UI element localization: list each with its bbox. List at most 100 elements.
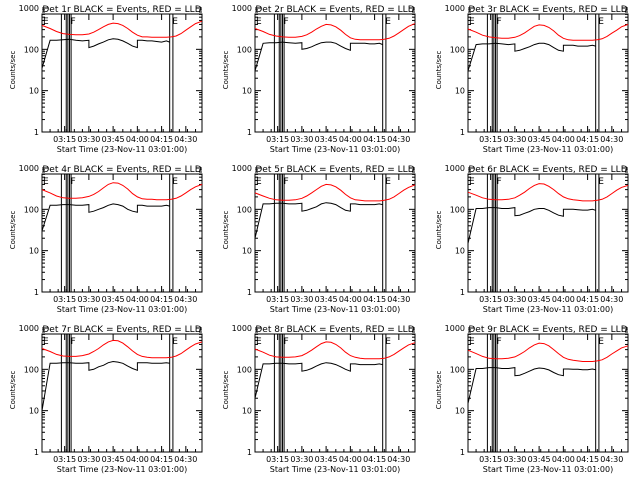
y-tick-label: 10 — [242, 87, 252, 96]
x-tick-label: 03:45 — [315, 455, 338, 464]
x-tick-label: 03:15 — [53, 295, 76, 304]
detector-panel: Det 9r BLACK = Events, RED = LLD 1 10 100 10… — [435, 324, 629, 474]
x-tick-label: 03:15 — [53, 455, 76, 464]
y-axis-label: Counts/sec — [435, 371, 443, 410]
plot-frame — [41, 333, 203, 453]
x-tick-label: 04:15 — [576, 135, 599, 144]
events-series-line — [254, 202, 383, 239]
y-tick-label: 1000 — [445, 4, 465, 13]
y-tick-label: 100 — [237, 205, 252, 214]
x-tick-label: 04:30 — [387, 455, 410, 464]
y-axis-label: Counts/sec — [435, 211, 443, 250]
events-series-line — [41, 203, 170, 232]
x-axis-label: Start Time (23-Nov-11 03:01:00) — [57, 305, 187, 314]
x-tick-label: 04:00 — [552, 295, 575, 304]
x-tick-label: 04:15 — [363, 455, 386, 464]
panel-title: Det 1r BLACK = Events, RED = LLD — [42, 5, 201, 15]
x-tick-label: 04:30 — [600, 455, 623, 464]
plot-frame — [41, 13, 203, 133]
x-axis-label: Start Time (23-Nov-11 03:01:00) — [483, 145, 613, 154]
lld-series-line — [41, 182, 203, 201]
y-tick-label: 100 — [237, 365, 252, 374]
segment-marker: F — [283, 17, 288, 27]
x-tick-label: 04:00 — [552, 135, 575, 144]
y-tick-label: 10 — [455, 407, 465, 416]
segment-marker: E — [469, 177, 475, 187]
y-tick-label: 100 — [24, 45, 39, 54]
y-axis-label: Counts/sec — [222, 51, 230, 90]
segment-marker: E — [598, 177, 604, 187]
y-tick-label: 1 — [34, 448, 39, 457]
plot-frame — [467, 173, 629, 293]
segment-marker: F — [496, 17, 501, 27]
x-tick-label: 04:30 — [174, 455, 197, 464]
x-tick-label: 03:30 — [290, 295, 313, 304]
y-tick-label: 1 — [460, 288, 465, 297]
x-tick-label: 03:15 — [479, 135, 502, 144]
y-tick-label: 1 — [247, 288, 252, 297]
x-axis-label: Start Time (23-Nov-11 03:01:00) — [270, 145, 400, 154]
x-tick-label: 03:30 — [503, 135, 526, 144]
y-tick-label: 10 — [242, 247, 252, 256]
x-tick-label: 04:00 — [339, 135, 362, 144]
x-tick-label: 03:15 — [266, 295, 289, 304]
panel-title: Det 7r BLACK = Events, RED = LLD — [42, 325, 201, 335]
x-tick-label: 03:45 — [315, 135, 338, 144]
segment-marker: E — [385, 177, 391, 187]
x-tick-label: 03:45 — [315, 295, 338, 304]
panel-title: Det 9r BLACK = Events, RED = LLD — [468, 325, 627, 335]
x-tick-label: 03:45 — [102, 295, 125, 304]
y-tick-label: 10 — [29, 407, 39, 416]
segment-marker: E — [385, 17, 391, 27]
detector-panel: Det 7r BLACK = Events, RED = LLD 1 10 100 10… — [9, 324, 203, 474]
x-tick-label: 03:30 — [77, 455, 100, 464]
segment-marker: F — [496, 337, 501, 347]
x-tick-label: 03:30 — [77, 295, 100, 304]
y-axis-label: Counts/sec — [9, 211, 17, 250]
y-axis-label: Counts/sec — [9, 51, 17, 90]
lld-series-line — [467, 183, 629, 202]
x-tick-label: 04:00 — [552, 455, 575, 464]
segment-marker: E — [43, 337, 49, 347]
y-tick-label: 1000 — [232, 324, 252, 333]
x-tick-label: 04:30 — [174, 135, 197, 144]
x-tick-label: 04:30 — [600, 135, 623, 144]
segment-marker: E — [43, 17, 49, 27]
y-tick-label: 100 — [237, 45, 252, 54]
y-tick-label: 100 — [450, 205, 465, 214]
segment-marker: E — [598, 17, 604, 27]
panel-title: Det 8r BLACK = Events, RED = LLD — [255, 325, 414, 335]
lld-series-line — [467, 342, 629, 362]
y-axis-label: Counts/sec — [222, 371, 230, 410]
x-tick-label: 04:00 — [339, 455, 362, 464]
x-tick-label: 03:45 — [102, 455, 125, 464]
segment-marker: E — [43, 177, 49, 187]
x-axis-label: Start Time (23-Nov-11 03:01:00) — [270, 465, 400, 474]
x-tick-label: 03:45 — [528, 455, 551, 464]
events-series-line — [254, 362, 383, 399]
y-axis-label: Counts/sec — [435, 51, 443, 90]
x-tick-label: 04:15 — [150, 295, 173, 304]
segment-marker: E — [598, 337, 604, 347]
x-tick-label: 04:00 — [126, 295, 149, 304]
y-tick-label: 10 — [29, 87, 39, 96]
detector-panel: Det 1r BLACK = Events, RED = LLD 1 10 100 10… — [9, 4, 203, 154]
x-tick-label: 03:30 — [503, 295, 526, 304]
plot-frame — [467, 13, 629, 133]
y-tick-label: 1 — [34, 288, 39, 297]
x-tick-label: 04:30 — [387, 135, 410, 144]
plot-frame — [254, 173, 416, 293]
x-axis-label: Start Time (23-Nov-11 03:01:00) — [57, 465, 187, 474]
x-tick-label: 04:15 — [363, 295, 386, 304]
y-axis-label: Counts/sec — [9, 371, 17, 410]
x-tick-label: 03:15 — [266, 135, 289, 144]
y-tick-label: 1 — [34, 128, 39, 137]
x-axis-label: Start Time (23-Nov-11 03:01:00) — [270, 305, 400, 314]
y-tick-label: 10 — [29, 247, 39, 256]
x-axis-label: Start Time (23-Nov-11 03:01:00) — [57, 145, 187, 154]
segment-marker: E — [256, 17, 262, 27]
detector-panel: Det 6r BLACK = Events, RED = LLD 1 10 100 10… — [435, 164, 629, 314]
plot-frame — [467, 333, 629, 453]
events-series-line — [467, 207, 596, 244]
detector-panel: Det 2r BLACK = Events, RED = LLD 1 10 100 10… — [222, 4, 416, 154]
